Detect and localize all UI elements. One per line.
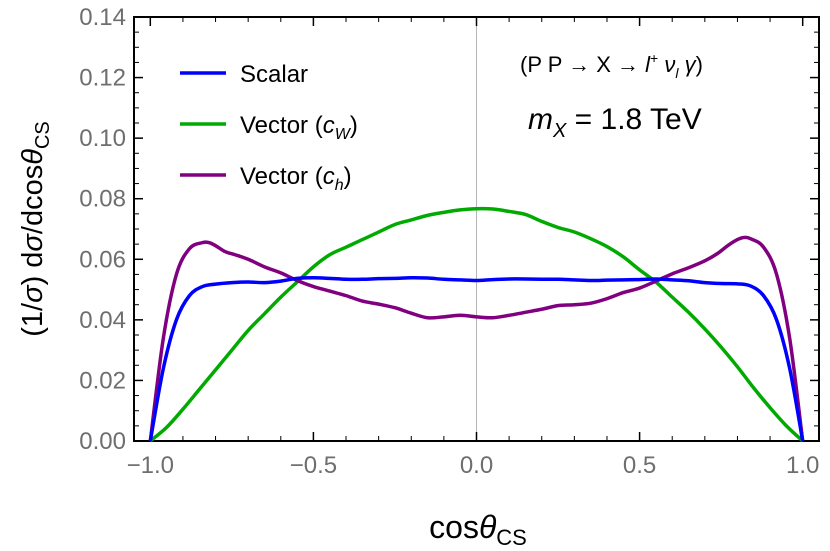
legend-label-scalar: Scalar bbox=[240, 61, 308, 88]
series-line-vector-c-h bbox=[148, 235, 805, 442]
x-tick-label: −1.0 bbox=[127, 452, 174, 479]
x-axis-title: cosθCS bbox=[429, 509, 527, 550]
y-tick-label: 0.04 bbox=[79, 307, 126, 334]
legend: Scalar Vector (cW) Vector (ch) bbox=[180, 61, 358, 194]
process-annotation: (P P → X → l+ νl γ) bbox=[520, 50, 703, 81]
legend-label-vector-cw: Vector (cW) bbox=[240, 112, 358, 143]
y-tick-label: 0.08 bbox=[79, 186, 126, 213]
mass-annotation: mX = 1.8 TeV bbox=[528, 103, 702, 142]
x-tick-label: 0.5 bbox=[623, 452, 656, 479]
y-tick-label: 0.02 bbox=[79, 367, 126, 394]
legend-label-vector-ch: Vector (ch) bbox=[240, 163, 352, 194]
y-tick-label: 0.00 bbox=[79, 428, 126, 455]
x-axis-ticks: −1.0 −0.5 0.0 0.5 1.0 bbox=[127, 17, 819, 479]
x-tick-label: −0.5 bbox=[290, 452, 337, 479]
series-line-vector-c-w bbox=[149, 206, 804, 443]
y-tick-label: 0.10 bbox=[79, 125, 126, 152]
series-line-scalar bbox=[148, 275, 805, 442]
y-tick-label: 0.14 bbox=[79, 4, 126, 31]
y-tick-label: 0.06 bbox=[79, 246, 126, 273]
series-layer bbox=[148, 206, 805, 443]
y-axis-title: (1/σ) dσ/dcosθCS bbox=[17, 121, 54, 337]
x-tick-label: 0.0 bbox=[460, 452, 493, 479]
y-tick-label: 0.12 bbox=[79, 65, 126, 92]
x-tick-label: 1.0 bbox=[786, 452, 819, 479]
y-axis-ticks: 0.00 0.02 0.04 0.06 0.08 0.10 0.12 0.14 bbox=[79, 4, 819, 455]
